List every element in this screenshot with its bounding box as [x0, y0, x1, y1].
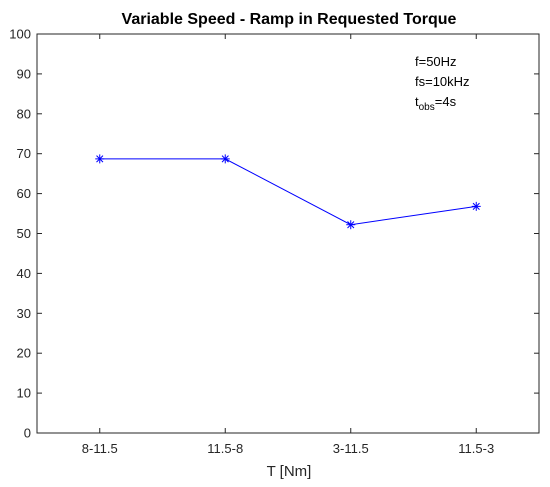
annotation-tobs-value: =4s — [435, 94, 457, 109]
y-tick-label: 50 — [17, 226, 31, 241]
annotation-f: f=50Hz — [415, 54, 457, 69]
x-axis: 8-11.5 11.5-8 3-11.5 11.5-3 — [82, 34, 494, 456]
series-markers — [95, 154, 481, 230]
y-axis: 0 10 20 30 40 50 60 70 80 90 100 — [9, 27, 539, 441]
chart-title: Variable Speed - Ramp in Requested Torqu… — [122, 11, 457, 28]
y-tick-label: 100 — [9, 27, 31, 42]
x-tick-label: 8-11.5 — [82, 441, 118, 456]
data-point-marker — [471, 201, 481, 211]
x-tick-label: 3-11.5 — [333, 441, 369, 456]
y-tick-label: 20 — [17, 346, 31, 361]
y-tick-label: 10 — [17, 386, 31, 401]
x-tick-label: 11.5-3 — [458, 441, 494, 456]
x-axis-label: T [Nm] — [267, 463, 312, 480]
y-tick-label: 70 — [17, 146, 31, 161]
y-tick-label: 90 — [17, 66, 31, 81]
y-tick-label: 0 — [24, 426, 31, 441]
marker-stroke — [96, 155, 104, 163]
marker-stroke — [472, 202, 480, 210]
y-tick-label: 60 — [17, 186, 31, 201]
data-point-marker — [346, 220, 356, 230]
annotation-tobs-sub: obs — [419, 102, 435, 113]
x-tick-label: 11.5-8 — [207, 441, 243, 456]
data-point-marker — [220, 154, 230, 164]
marker-stroke — [221, 155, 229, 163]
series-line — [99, 158, 477, 226]
annotation-fs: fs=10kHz — [415, 74, 470, 89]
y-tick-label: 30 — [17, 306, 31, 321]
annotation-box: f=50Hz fs=10kHz tobs=4s — [415, 54, 470, 113]
annotation-tobs: tobs=4s — [415, 94, 457, 113]
data-point-marker — [95, 154, 105, 164]
annotation-tobs-prefix: t — [415, 94, 419, 109]
y-tick-label: 40 — [17, 266, 31, 281]
marker-stroke — [347, 221, 355, 229]
y-tick-label: 80 — [17, 106, 31, 121]
plot-area — [36, 33, 540, 434]
